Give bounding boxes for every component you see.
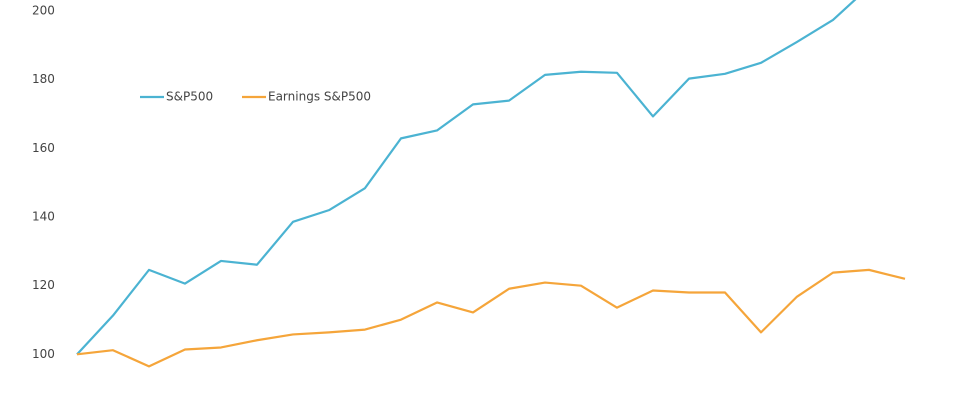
legend-label: S&P500 bbox=[166, 90, 213, 104]
y-tick-label: 120 bbox=[32, 278, 55, 292]
data-line bbox=[76, 268, 906, 368]
data-line bbox=[76, 0, 857, 356]
y-tick-label: 180 bbox=[32, 72, 55, 86]
y-tick-label: 100 bbox=[32, 347, 55, 361]
y-tick-label: 160 bbox=[32, 141, 55, 155]
y-tick-label: 200 bbox=[32, 3, 55, 17]
legend-label: Earnings S&P500 bbox=[268, 90, 371, 104]
plot-area bbox=[76, 0, 906, 368]
y-tick-label: 140 bbox=[32, 209, 55, 223]
